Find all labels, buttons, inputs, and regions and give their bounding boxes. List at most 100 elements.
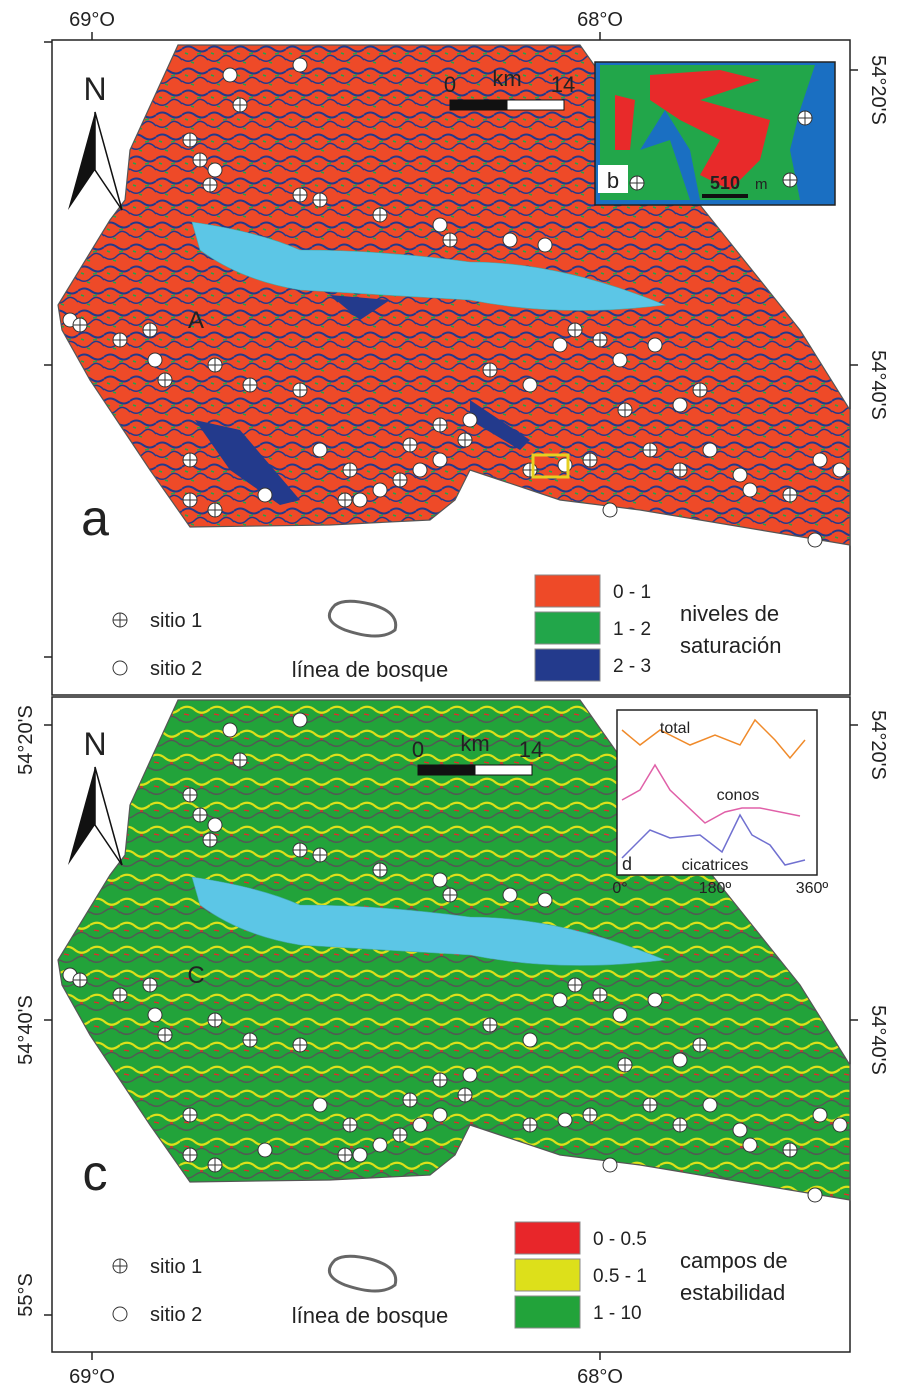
lat-label: 54°20'S	[15, 705, 37, 775]
site-marker	[373, 483, 387, 497]
site-marker	[833, 1118, 847, 1132]
scale-label: 0	[444, 72, 456, 97]
inset-label: d	[622, 854, 632, 874]
scale-bar	[418, 765, 475, 775]
site-marker	[293, 713, 307, 727]
lat-label: 54°40'S	[15, 995, 37, 1065]
lon-label: 69°O	[69, 9, 115, 31]
north-arrow	[68, 112, 95, 210]
panel-label: a	[81, 490, 109, 546]
legend-title: niveles de	[680, 601, 779, 626]
site-marker	[613, 1008, 627, 1022]
site-marker	[413, 463, 427, 477]
site-marker	[148, 353, 162, 367]
lat-label: 54°40'S	[867, 350, 889, 420]
north-arrow	[68, 767, 95, 865]
legend-label: 0.5 - 1	[593, 1266, 647, 1287]
north-label: N	[83, 726, 106, 762]
inset-scale-bar	[702, 194, 748, 198]
site-marker	[603, 1158, 617, 1172]
site-marker	[353, 493, 367, 507]
site-marker	[313, 1098, 327, 1112]
place-label: A	[188, 307, 204, 334]
lat-label: 55°S	[15, 1273, 37, 1317]
site-marker	[258, 488, 272, 502]
site-marker	[463, 1068, 477, 1082]
site-marker	[703, 1098, 717, 1112]
site-marker	[113, 1307, 127, 1321]
legend-swatch	[515, 1222, 580, 1254]
site-marker	[353, 1148, 367, 1162]
legend-label: sitio 1	[150, 610, 202, 632]
inset-d: totalconoscicatricesd0°180º360º	[612, 710, 828, 897]
site-marker	[703, 443, 717, 457]
site-marker	[208, 818, 222, 832]
inset-label: b	[607, 168, 619, 193]
site-marker	[558, 1113, 572, 1127]
site-marker	[523, 378, 537, 392]
site-marker	[433, 218, 447, 232]
site-marker	[113, 661, 127, 675]
site-marker	[433, 453, 447, 467]
site-marker	[813, 1108, 827, 1122]
site-marker	[313, 443, 327, 457]
site-marker	[558, 458, 572, 472]
legend-label: sitio 2	[150, 1304, 202, 1326]
site-marker	[673, 1053, 687, 1067]
site-marker	[433, 1108, 447, 1122]
legend-label: 0 - 0.5	[593, 1229, 647, 1250]
site-marker	[648, 338, 662, 352]
site-marker	[503, 888, 517, 902]
scale-label: 14	[551, 72, 575, 97]
north-arrow	[95, 112, 122, 210]
scale-label: km	[460, 731, 489, 756]
legend-title: estabilidad	[680, 1280, 785, 1305]
legend-swatch	[535, 575, 600, 607]
series-label: cicatrices	[682, 857, 749, 874]
lat-label: 54°20'S	[867, 55, 889, 125]
site-marker	[733, 1123, 747, 1137]
site-marker	[808, 1188, 822, 1202]
site-marker	[613, 353, 627, 367]
north-arrow	[95, 767, 122, 865]
site-marker	[743, 1138, 757, 1152]
legend-label: 0 - 1	[613, 582, 651, 603]
lat-label: 54°40'S	[867, 1005, 889, 1075]
site-marker	[833, 463, 847, 477]
inset-x-label: 360º	[796, 880, 829, 897]
site-marker	[463, 413, 477, 427]
site-marker	[813, 453, 827, 467]
lon-label: 68°O	[577, 9, 623, 31]
legend-label: sitio 1	[150, 1256, 202, 1278]
north-label: N	[83, 71, 106, 107]
legend-label: línea de bosque	[292, 657, 449, 682]
lon-label: 69°O	[69, 1366, 115, 1388]
scale-bar	[507, 100, 564, 110]
legend-swatch	[535, 612, 600, 644]
legend-swatch	[515, 1259, 580, 1291]
lat-label: 54°20'S	[867, 710, 889, 780]
scale-label: 14	[519, 737, 543, 762]
legend-label: línea de bosque	[292, 1303, 449, 1328]
site-marker	[433, 873, 447, 887]
site-marker	[808, 533, 822, 547]
site-marker	[673, 398, 687, 412]
site-marker	[223, 723, 237, 737]
scale-label: km	[492, 66, 521, 91]
place-label: C	[187, 962, 204, 989]
panel-label: c	[83, 1145, 108, 1201]
forest-line-symbol	[329, 601, 395, 636]
site-marker	[208, 163, 222, 177]
site-marker	[503, 233, 517, 247]
site-marker	[553, 338, 567, 352]
legend-label: sitio 2	[150, 658, 202, 680]
site-marker	[258, 1143, 272, 1157]
scale-bar	[450, 100, 507, 110]
inset-x-label: 180º	[699, 880, 732, 897]
site-marker	[413, 1118, 427, 1132]
legend-swatch	[535, 649, 600, 681]
site-marker	[523, 1033, 537, 1047]
legend-label: 1 - 10	[593, 1303, 642, 1324]
site-marker	[538, 238, 552, 252]
site-marker	[603, 503, 617, 517]
